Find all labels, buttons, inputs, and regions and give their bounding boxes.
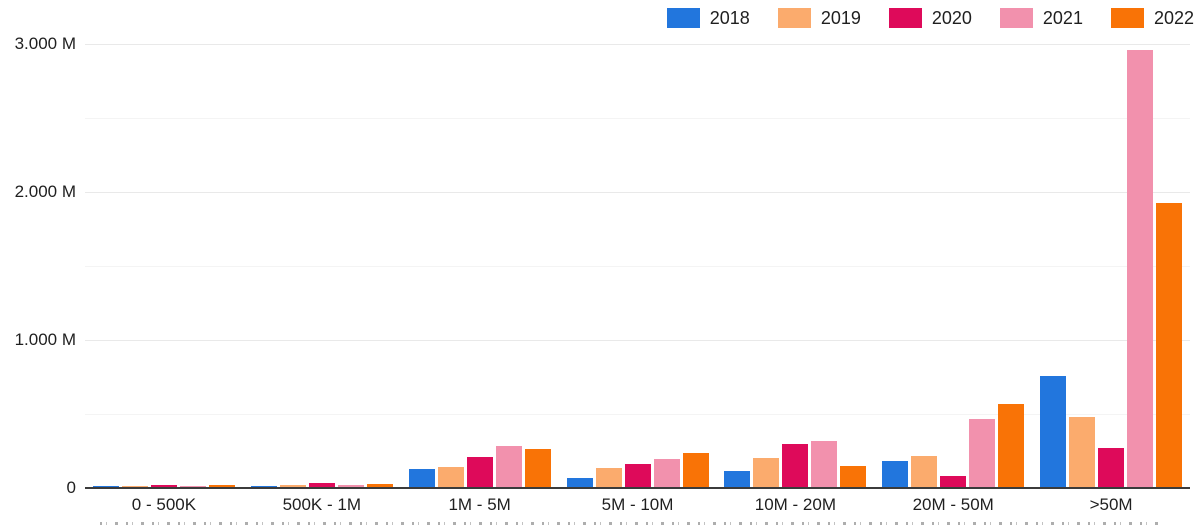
legend-item-2020[interactable]: 2020: [888, 7, 972, 29]
x-axis-line: [85, 487, 1190, 489]
x-axis-labels: 0 - 500K 500K - 1M 1M - 5M 5M - 10M 10M - 20…: [85, 495, 1190, 515]
bar-2022[interactable]: [524, 449, 551, 488]
bar-2018[interactable]: [882, 461, 909, 488]
bar-2020[interactable]: [624, 464, 651, 488]
bar-2019[interactable]: [279, 485, 306, 488]
bar-groups: [85, 44, 1190, 488]
bar-2022[interactable]: [682, 453, 709, 488]
bar-2018[interactable]: [566, 478, 593, 488]
bar-2020[interactable]: [782, 444, 809, 488]
bar-2021[interactable]: [653, 459, 680, 488]
y-tick-label: 0: [66, 478, 76, 497]
bar-2018[interactable]: [408, 469, 435, 488]
minor-gridline: [85, 118, 1190, 119]
x-category-label: 500K - 1M: [282, 495, 361, 514]
bar-2022[interactable]: [208, 485, 235, 488]
bar-2019[interactable]: [1069, 417, 1096, 488]
bar-group: [874, 44, 1032, 488]
plot-area: [85, 44, 1190, 489]
bar-group: [401, 44, 559, 488]
bar-2021[interactable]: [337, 485, 364, 488]
x-category-label: 10M - 20M: [754, 495, 836, 514]
bar-2020[interactable]: [150, 485, 177, 488]
x-category-label: 1M - 5M: [448, 495, 511, 514]
bar-2022[interactable]: [366, 484, 393, 488]
minor-gridline: [85, 266, 1190, 267]
bar-2018[interactable]: [724, 471, 751, 488]
minor-gridline: [85, 414, 1190, 415]
bar-2020[interactable]: [308, 483, 335, 488]
bar-2021[interactable]: [495, 446, 522, 488]
legend-item-2021[interactable]: 2021: [999, 7, 1083, 29]
legend-swatch-icon: [888, 8, 922, 28]
bar-2022[interactable]: [840, 466, 867, 488]
bar-2022[interactable]: [998, 404, 1025, 488]
legend-label: 2019: [820, 8, 861, 28]
bar-group: [1032, 44, 1190, 488]
bar-2019[interactable]: [911, 456, 938, 488]
bar-group: [559, 44, 717, 488]
bar-2020[interactable]: [466, 457, 493, 488]
legend-label: 2022: [1153, 8, 1194, 28]
y-tick-label: 2.000 M: [14, 182, 76, 201]
bar-2020[interactable]: [1098, 448, 1125, 488]
legend-swatch-icon: [666, 8, 700, 28]
bar-group: [716, 44, 874, 488]
x-category-label: 20M - 50M: [912, 495, 994, 514]
legend-item-2019[interactable]: 2019: [777, 7, 861, 29]
bar-2022[interactable]: [1156, 203, 1183, 488]
x-category-label: 0 - 500K: [131, 495, 197, 514]
bar-2019[interactable]: [753, 458, 780, 488]
bar-group: [85, 44, 243, 488]
bar-2019[interactable]: [437, 467, 464, 488]
bar-2021[interactable]: [811, 441, 838, 488]
major-gridline: [85, 340, 1190, 341]
legend-item-2018[interactable]: 2018: [666, 7, 750, 29]
bar-2018[interactable]: [1040, 376, 1067, 488]
x-category-label: >50M: [1089, 495, 1133, 514]
legend-label: 2020: [931, 8, 972, 28]
bar-2021[interactable]: [1127, 50, 1154, 488]
legend-swatch-icon: [999, 8, 1033, 28]
bar-2021[interactable]: [969, 419, 996, 488]
x-category-label: 5M - 10M: [601, 495, 674, 514]
bar-2019[interactable]: [595, 468, 622, 488]
major-gridline: [85, 44, 1190, 45]
bar-2020[interactable]: [940, 476, 967, 488]
bar-group: [243, 44, 401, 488]
y-tick-label: 1.000 M: [14, 330, 76, 349]
legend-swatch-icon: [777, 8, 811, 28]
chart-legend: 2018 2019 2020 2021 2022: [666, 7, 1194, 29]
legend-item-2022[interactable]: 2022: [1110, 7, 1194, 29]
truncated-caption: [100, 522, 1160, 525]
legend-label: 2021: [1042, 8, 1083, 28]
legend-label: 2018: [709, 8, 750, 28]
y-tick-label: 3.000 M: [14, 34, 76, 53]
legend-swatch-icon: [1110, 8, 1144, 28]
major-gridline: [85, 192, 1190, 193]
